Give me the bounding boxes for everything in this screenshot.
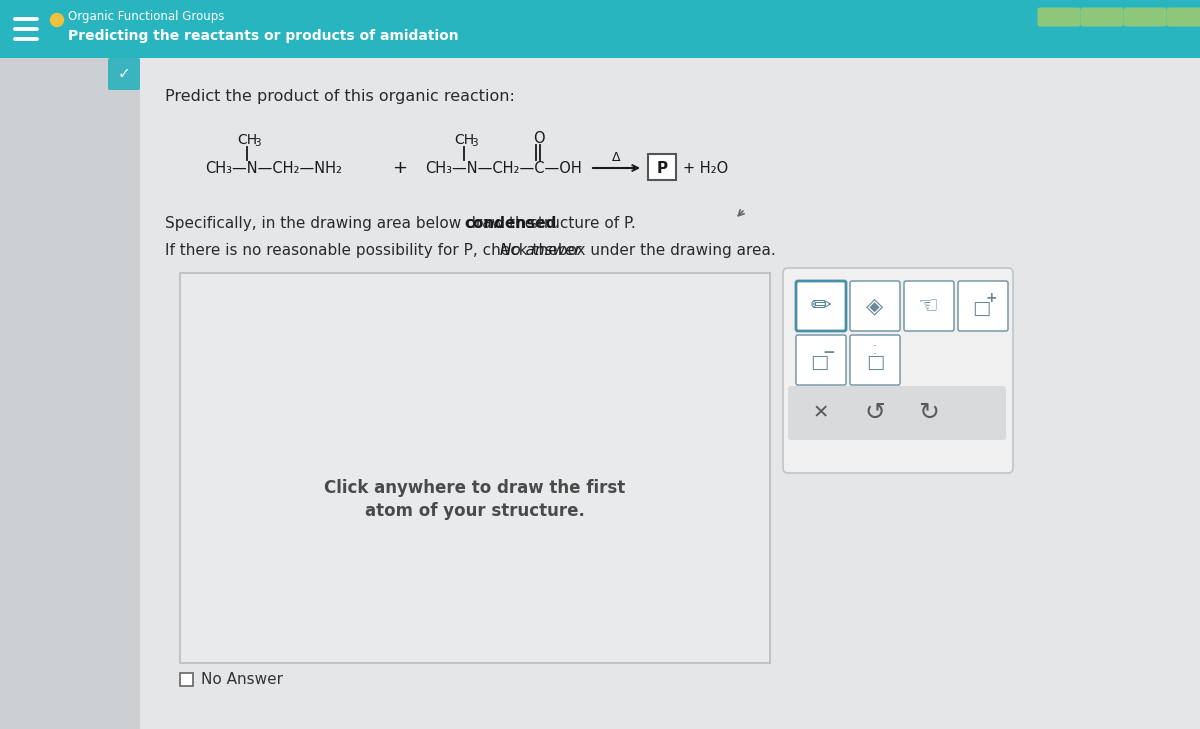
- Text: 3: 3: [470, 138, 478, 148]
- Text: condensed: condensed: [464, 216, 557, 230]
- Text: If there is no reasonable possibility for P, check the: If there is no reasonable possibility fo…: [166, 243, 563, 257]
- Text: ↻: ↻: [918, 401, 940, 425]
- FancyBboxPatch shape: [648, 154, 676, 180]
- Bar: [0, 58, 140, 729]
- Text: ✓: ✓: [118, 66, 131, 82]
- Text: 3: 3: [254, 138, 260, 148]
- FancyBboxPatch shape: [788, 386, 1006, 440]
- Text: O: O: [533, 130, 545, 146]
- FancyBboxPatch shape: [1080, 7, 1123, 26]
- FancyBboxPatch shape: [850, 281, 900, 331]
- Bar: [180, 672, 193, 685]
- Text: Δ: Δ: [612, 150, 620, 163]
- FancyBboxPatch shape: [958, 281, 1008, 331]
- Circle shape: [50, 14, 64, 26]
- Text: +: +: [985, 291, 997, 305]
- Bar: [140, 58, 1200, 729]
- Text: CH₃—N—CH₂—C—OH: CH₃—N—CH₂—C—OH: [425, 160, 582, 176]
- FancyBboxPatch shape: [796, 335, 846, 385]
- Text: +: +: [392, 159, 408, 177]
- Text: + H₂O: + H₂O: [683, 160, 728, 176]
- Bar: [0, 0, 1200, 58]
- Text: No Answer: No Answer: [202, 671, 283, 687]
- Text: ⁚: ⁚: [874, 343, 877, 356]
- Text: Organic Functional Groups: Organic Functional Groups: [68, 9, 224, 23]
- Text: ✕: ✕: [812, 403, 829, 423]
- FancyBboxPatch shape: [904, 281, 954, 331]
- Text: structure of P.: structure of P.: [526, 216, 636, 230]
- Text: Predicting the reactants or products of amidation: Predicting the reactants or products of …: [68, 29, 458, 43]
- FancyBboxPatch shape: [784, 268, 1013, 473]
- FancyBboxPatch shape: [1038, 7, 1080, 26]
- Text: Specifically, in the drawing area below draw the: Specifically, in the drawing area below …: [166, 216, 539, 230]
- Text: ✏: ✏: [810, 294, 832, 318]
- Text: −: −: [823, 345, 835, 359]
- Text: box under the drawing area.: box under the drawing area.: [553, 243, 775, 257]
- FancyBboxPatch shape: [1123, 7, 1166, 26]
- FancyBboxPatch shape: [850, 335, 900, 385]
- FancyBboxPatch shape: [1166, 7, 1200, 26]
- FancyBboxPatch shape: [108, 58, 140, 90]
- Bar: [180, 273, 770, 663]
- Text: □: □: [810, 353, 828, 372]
- Text: ☜: ☜: [918, 294, 940, 318]
- Text: No answer: No answer: [500, 243, 581, 257]
- Text: atom of your structure.: atom of your structure.: [365, 502, 584, 521]
- Text: □: □: [866, 353, 884, 372]
- Text: CH: CH: [238, 133, 257, 147]
- Text: P: P: [656, 160, 667, 176]
- Text: Click anywhere to draw the first: Click anywhere to draw the first: [324, 478, 625, 496]
- Text: □: □: [972, 298, 990, 318]
- Text: Predict the product of this organic reaction:: Predict the product of this organic reac…: [166, 88, 515, 104]
- FancyBboxPatch shape: [796, 281, 846, 331]
- Text: ↺: ↺: [864, 401, 886, 425]
- Text: CH: CH: [454, 133, 474, 147]
- Text: CH₃—N—CH₂—NH₂: CH₃—N—CH₂—NH₂: [205, 160, 342, 176]
- Text: ◈: ◈: [866, 296, 883, 316]
